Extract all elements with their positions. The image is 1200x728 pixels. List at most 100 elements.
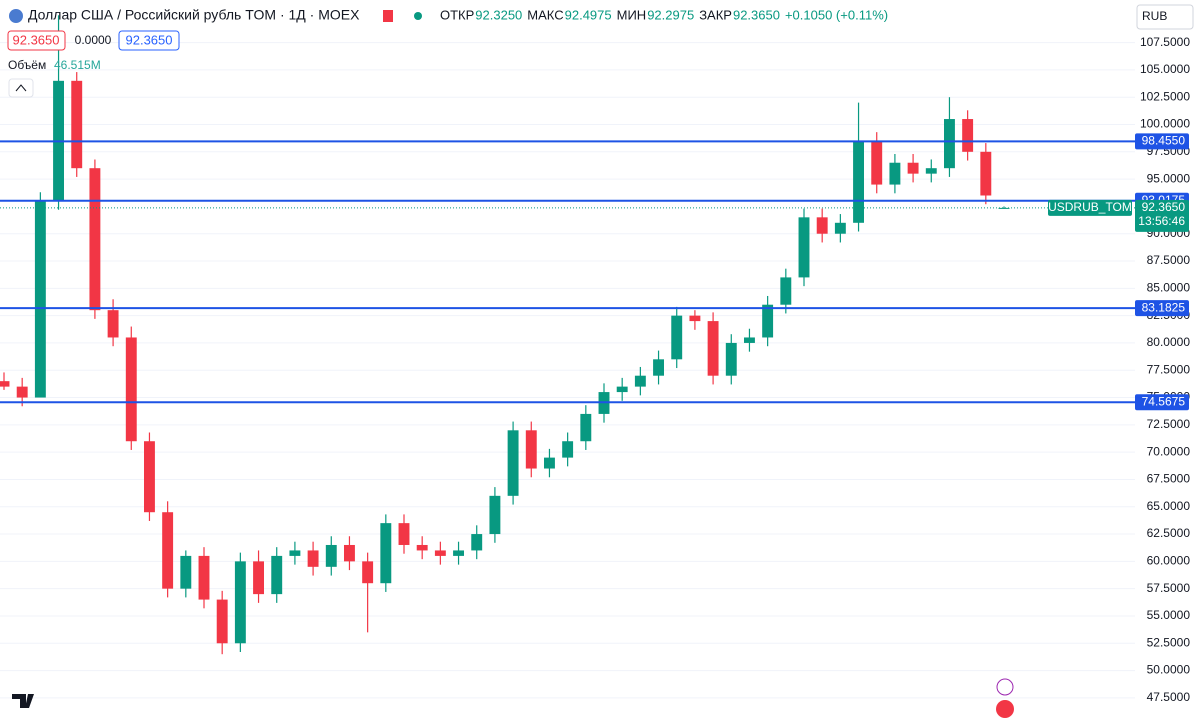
change: +0.1050 (+0.11%) bbox=[785, 7, 888, 22]
y-tick-label: 105.0000 bbox=[1140, 62, 1190, 76]
y-tick-label: 102.5000 bbox=[1140, 89, 1190, 103]
y-tick-label: 70.0000 bbox=[1147, 444, 1191, 458]
y-tick-label: 77.5000 bbox=[1147, 362, 1191, 376]
last-time: 13:56:46 bbox=[1138, 214, 1185, 228]
candle-body bbox=[89, 168, 101, 311]
level-label: 74.5675 bbox=[1142, 394, 1186, 408]
candle-body bbox=[653, 359, 664, 376]
candle-body bbox=[416, 544, 428, 551]
last-name: USDRUB_TOM bbox=[1048, 200, 1132, 214]
chart-title: Доллар США / Российский рубль TOM · 1Д ·… bbox=[28, 7, 360, 23]
y-tick-label: 95.0000 bbox=[1147, 171, 1191, 185]
candle-body bbox=[471, 534, 483, 551]
ohlc-label: МИН bbox=[617, 7, 647, 22]
candle-body bbox=[253, 561, 264, 595]
candle-body bbox=[980, 151, 992, 196]
y-tick-label: 47.5000 bbox=[1147, 690, 1191, 704]
candle-body bbox=[798, 217, 810, 278]
y-tick-label: 85.0000 bbox=[1147, 280, 1191, 294]
y-tick-label: 87.5000 bbox=[1147, 253, 1191, 267]
y-tick-label: 57.5000 bbox=[1147, 581, 1191, 595]
ohlc-value: 92.2975 bbox=[647, 7, 694, 22]
candle-body bbox=[144, 441, 155, 513]
y-tick-label: 55.0000 bbox=[1147, 608, 1191, 622]
candle-body bbox=[434, 550, 446, 556]
last-price: 92.3650 bbox=[1142, 200, 1186, 214]
flag-icon-bottom[interactable] bbox=[996, 700, 1014, 718]
currency-button[interactable] bbox=[1136, 4, 1194, 30]
y-tick-label: 107.5000 bbox=[1140, 35, 1190, 49]
y-tick-label: 65.0000 bbox=[1147, 499, 1191, 513]
volume-label: Объём bbox=[8, 58, 46, 72]
candle-body bbox=[0, 381, 10, 387]
candle-body bbox=[834, 222, 846, 234]
candle-body bbox=[689, 315, 701, 322]
currency[interactable]: RUB bbox=[1142, 9, 1167, 23]
ask: 92.3650 bbox=[126, 32, 173, 47]
ohlc-value: 92.3650 bbox=[733, 7, 780, 22]
logo bbox=[12, 694, 34, 708]
flag-icon bbox=[9, 9, 23, 23]
candle-body bbox=[180, 555, 192, 589]
y-tick-label: 72.5000 bbox=[1147, 417, 1191, 431]
level-label: 98.4550 bbox=[1142, 134, 1186, 148]
last-price-tag bbox=[1135, 199, 1189, 232]
candle-body bbox=[107, 310, 119, 338]
level-tag bbox=[1135, 133, 1189, 150]
candle-body bbox=[453, 550, 464, 556]
candle-body bbox=[925, 168, 937, 174]
volume-value: 46.515M bbox=[54, 58, 101, 72]
flag-marker bbox=[383, 10, 393, 22]
candle-body bbox=[289, 550, 301, 556]
candle-body bbox=[707, 321, 719, 376]
level-label: 83.1825 bbox=[1142, 300, 1186, 314]
candle-body bbox=[998, 207, 1010, 209]
ohlc-value: 92.4975 bbox=[565, 7, 612, 22]
candle-body bbox=[71, 80, 83, 169]
event-icon[interactable] bbox=[996, 678, 1014, 696]
candle-body bbox=[307, 550, 319, 567]
ask-box bbox=[118, 30, 180, 51]
candle-body bbox=[634, 375, 646, 387]
candle-body bbox=[780, 277, 792, 305]
y-tick-label: 50.0000 bbox=[1147, 663, 1191, 677]
candle-body bbox=[325, 544, 337, 567]
level-tag bbox=[1135, 300, 1189, 317]
ohlc-value: 92.3250 bbox=[475, 7, 522, 22]
candle-body bbox=[962, 119, 974, 152]
candle-body bbox=[271, 555, 283, 595]
candle-body bbox=[562, 441, 574, 458]
candle-body bbox=[34, 200, 46, 398]
level-tag bbox=[1135, 394, 1189, 411]
candle-body bbox=[344, 544, 355, 562]
ohlc-row: ОТКР 92.3250 МАКС 92.4975 МИН 92.2975 ЗАКР 92.3… bbox=[440, 7, 780, 22]
candle-body bbox=[216, 599, 228, 644]
candle-body bbox=[198, 555, 210, 600]
spread: 0.0000 bbox=[75, 33, 112, 47]
collapse-icon bbox=[15, 84, 27, 92]
plot-area: 47.5000 50.0000 52.5000 55.0000 57.5000 60.00… bbox=[0, 15, 1190, 704]
candle-body bbox=[744, 337, 755, 343]
candle-body bbox=[398, 523, 410, 545]
candle-body bbox=[907, 162, 919, 174]
y-tick-label: 52.5000 bbox=[1147, 635, 1191, 649]
collapse-button[interactable] bbox=[8, 78, 34, 98]
candle-body bbox=[889, 162, 901, 185]
status-dot bbox=[414, 12, 422, 20]
candle-body bbox=[871, 140, 883, 185]
candle-body bbox=[544, 457, 555, 469]
candle-body bbox=[525, 430, 537, 469]
candle-body bbox=[162, 512, 174, 589]
candle-body bbox=[16, 386, 28, 398]
candle-body bbox=[234, 561, 246, 644]
candle-body bbox=[616, 386, 628, 393]
candle-body bbox=[671, 315, 683, 360]
y-tick-label: 67.5000 bbox=[1147, 472, 1191, 486]
candle-body bbox=[853, 140, 864, 223]
ohlc-label: МАКС bbox=[527, 7, 563, 22]
overlay: Доллар США / Российский рубль TOM · 1Д ·… bbox=[7, 4, 1194, 718]
y-tick-label: 60.0000 bbox=[1147, 554, 1191, 568]
bid: 92.3650 bbox=[13, 32, 60, 47]
